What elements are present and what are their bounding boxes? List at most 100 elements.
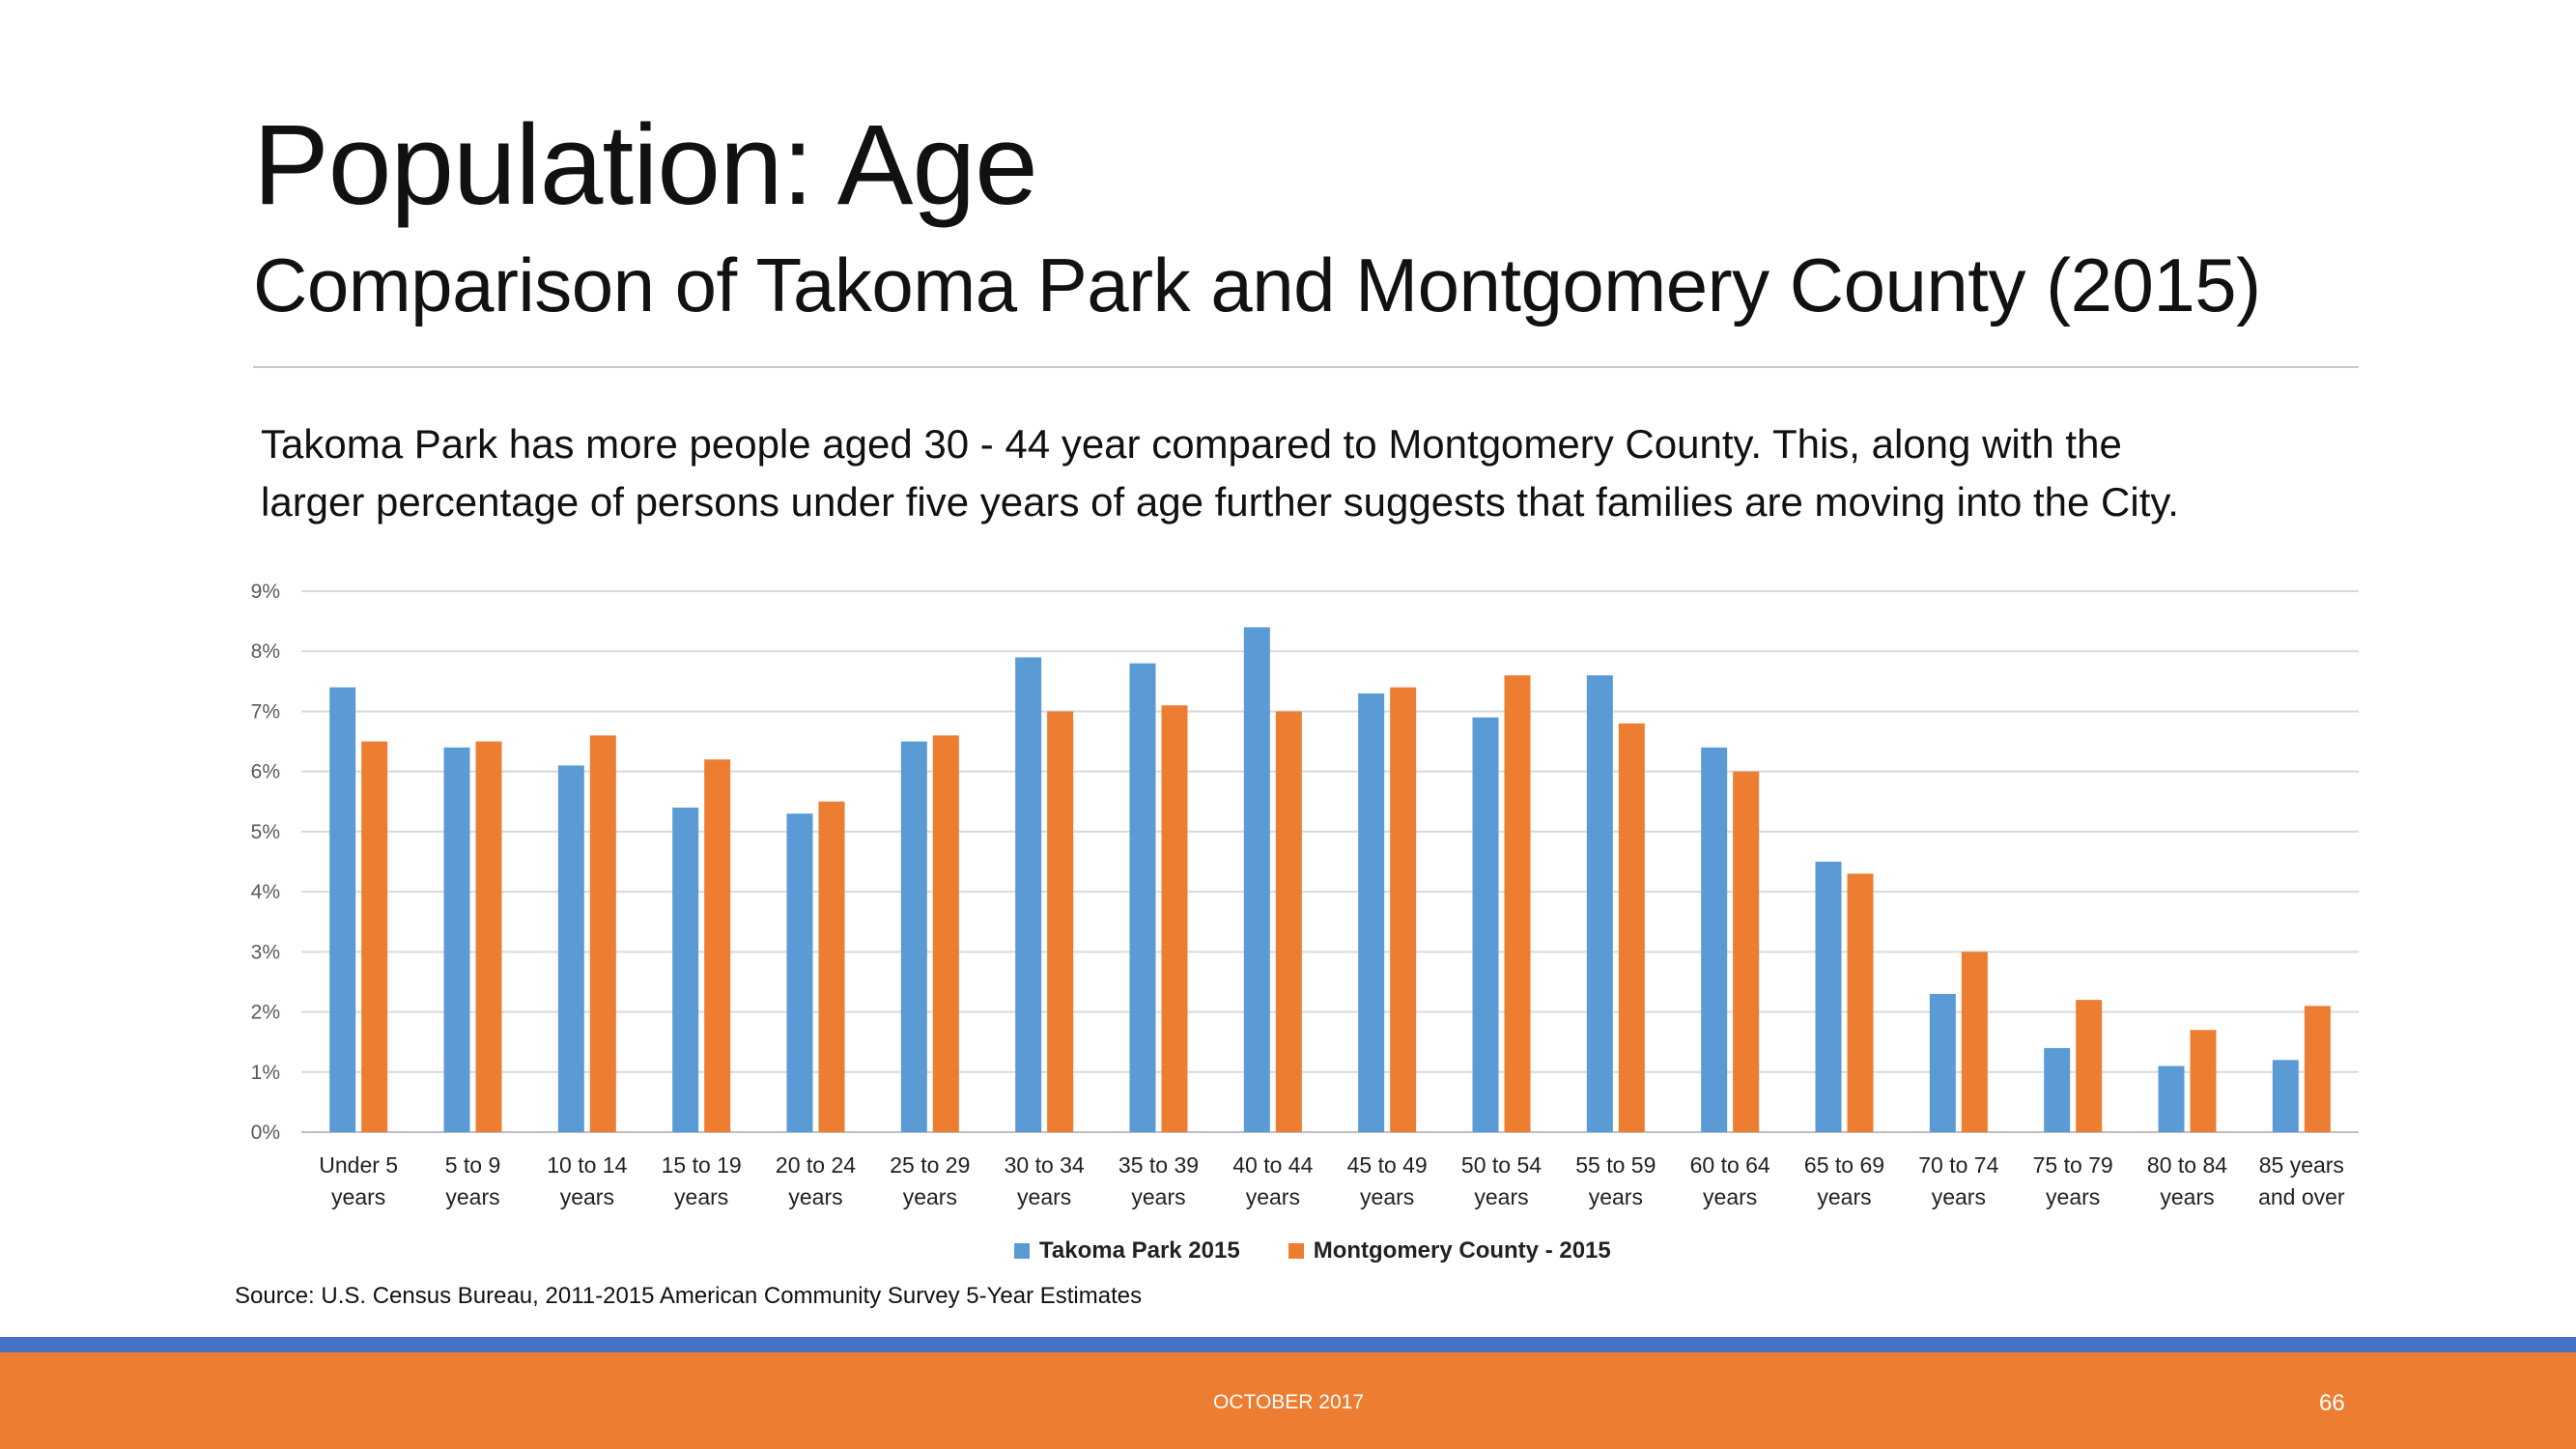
legend-swatch-montgomery	[1288, 1243, 1304, 1259]
x-tick-label: years	[1474, 1184, 1528, 1209]
bar-takoma	[2158, 1065, 2185, 1132]
bar-takoma	[1815, 862, 1842, 1132]
x-tick-label: 55 to 59	[1575, 1152, 1656, 1178]
x-tick-label: 30 to 34	[1005, 1152, 1085, 1178]
legend-swatch-takoma	[1014, 1243, 1030, 1259]
x-tick-label: years	[1017, 1184, 1071, 1209]
x-tick-label: years	[560, 1184, 614, 1209]
legend-item-montgomery: Montgomery County - 2015	[1288, 1237, 1611, 1264]
bar-montgomery	[818, 801, 845, 1132]
x-tick-label: years	[1131, 1184, 1185, 1209]
bar-montgomery	[2190, 1030, 2217, 1132]
bar-montgomery	[2076, 1000, 2103, 1132]
footer-blue-band	[0, 1337, 2576, 1352]
x-tick-label: years	[1589, 1184, 1643, 1209]
x-tick-label: 75 to 79	[2033, 1152, 2113, 1178]
bar-takoma	[1358, 693, 1385, 1132]
bar-montgomery	[1733, 771, 1760, 1132]
x-tick-label: 50 to 54	[1461, 1152, 1542, 1178]
legend-label-montgomery: Montgomery County - 2015	[1313, 1237, 1611, 1264]
bar-montgomery	[1961, 952, 1988, 1132]
x-tick-label: 35 to 39	[1118, 1152, 1199, 1178]
summary-line-1: Takoma Park has more people aged 30 - 44…	[261, 421, 2122, 467]
bar-montgomery	[1390, 687, 1417, 1132]
bar-takoma	[1243, 627, 1270, 1132]
bar-montgomery	[932, 735, 959, 1132]
footer-date: OCTOBER 2017	[1213, 1391, 1365, 1413]
bar-montgomery	[1047, 711, 1074, 1132]
bar-takoma	[1586, 675, 1613, 1132]
x-tick-label: years	[903, 1184, 957, 1209]
x-tick-label: 60 to 64	[1690, 1152, 1770, 1178]
y-tick-label: 7%	[251, 700, 280, 723]
bar-takoma	[329, 687, 356, 1132]
bar-montgomery	[1504, 675, 1531, 1132]
y-tick-label: 5%	[251, 821, 280, 843]
x-tick-label: years	[674, 1184, 728, 1209]
y-tick-label: 0%	[251, 1122, 280, 1144]
title-divider	[253, 366, 2359, 368]
slide-title: Population: Age	[253, 101, 1038, 229]
y-tick-label: 4%	[251, 881, 280, 903]
bar-takoma	[786, 813, 813, 1132]
bar-montgomery	[361, 741, 388, 1132]
x-tick-label: years	[1817, 1184, 1871, 1209]
bar-montgomery	[1161, 705, 1188, 1132]
bar-takoma	[2272, 1060, 2299, 1132]
x-tick-label: 85 years	[2259, 1152, 2344, 1178]
y-tick-label: 1%	[251, 1062, 280, 1084]
x-tick-label: 15 to 19	[662, 1152, 742, 1178]
bar-montgomery	[704, 759, 731, 1132]
footer-orange-band	[0, 1352, 2576, 1449]
x-tick-label: 65 to 69	[1804, 1152, 1884, 1178]
bar-montgomery	[1618, 723, 1645, 1132]
x-tick-label: years	[445, 1184, 499, 1209]
x-tick-label: years	[788, 1184, 842, 1209]
x-tick-label: 70 to 74	[1918, 1152, 1998, 1178]
x-tick-label: 5 to 9	[445, 1152, 501, 1178]
x-tick-label: years	[1360, 1184, 1414, 1209]
bar-takoma	[557, 765, 584, 1132]
bar-takoma	[900, 741, 927, 1132]
bar-takoma	[1472, 717, 1499, 1132]
x-tick-label: years	[1932, 1184, 1986, 1209]
chart-legend: Takoma Park 2015 Montgomery County - 201…	[1014, 1235, 1659, 1267]
bar-takoma	[672, 808, 699, 1132]
x-tick-label: years	[1246, 1184, 1300, 1209]
y-tick-label: 8%	[251, 640, 280, 663]
x-tick-label: 80 to 84	[2147, 1152, 2227, 1178]
y-tick-label: 2%	[251, 1002, 280, 1024]
x-tick-label: 10 to 14	[547, 1152, 627, 1178]
bar-montgomery	[589, 735, 616, 1132]
y-tick-label: 6%	[251, 761, 280, 783]
bar-montgomery	[1847, 873, 1874, 1132]
x-tick-label: 25 to 29	[890, 1152, 970, 1178]
x-tick-label: years	[2160, 1184, 2214, 1209]
bar-takoma	[1929, 993, 1956, 1132]
y-tick-label: 9%	[251, 581, 280, 603]
x-tick-label: and over	[2258, 1184, 2345, 1209]
x-tick-label: years	[331, 1184, 385, 1209]
bar-montgomery	[475, 741, 502, 1132]
x-tick-label: years	[1703, 1184, 1757, 1209]
x-tick-label: 20 to 24	[776, 1152, 856, 1178]
bar-montgomery	[2304, 1006, 2331, 1132]
bar-montgomery	[1275, 711, 1302, 1132]
page-number: 66	[2319, 1390, 2345, 1416]
x-tick-label: Under 5	[319, 1152, 398, 1178]
bar-takoma	[1701, 747, 1728, 1132]
bar-takoma	[1129, 663, 1156, 1132]
legend-label-takoma: Takoma Park 2015	[1039, 1237, 1240, 1264]
source-note: Source: U.S. Census Bureau, 2011-2015 Am…	[235, 1283, 1143, 1309]
summary-line-2: larger percentage of persons under five …	[261, 479, 2179, 525]
x-tick-label: years	[2046, 1184, 2100, 1209]
bar-takoma	[443, 747, 470, 1132]
slide-subtitle: Comparison of Takoma Park and Montgomery…	[253, 242, 2261, 327]
x-tick-label: 45 to 49	[1347, 1152, 1428, 1178]
bar-takoma	[2044, 1047, 2071, 1132]
bar-takoma	[1015, 657, 1042, 1132]
legend-item-takoma: Takoma Park 2015	[1014, 1237, 1240, 1264]
summary-text: Takoma Park has more people aged 30 - 44…	[261, 415, 2386, 531]
y-tick-label: 3%	[251, 941, 280, 963]
